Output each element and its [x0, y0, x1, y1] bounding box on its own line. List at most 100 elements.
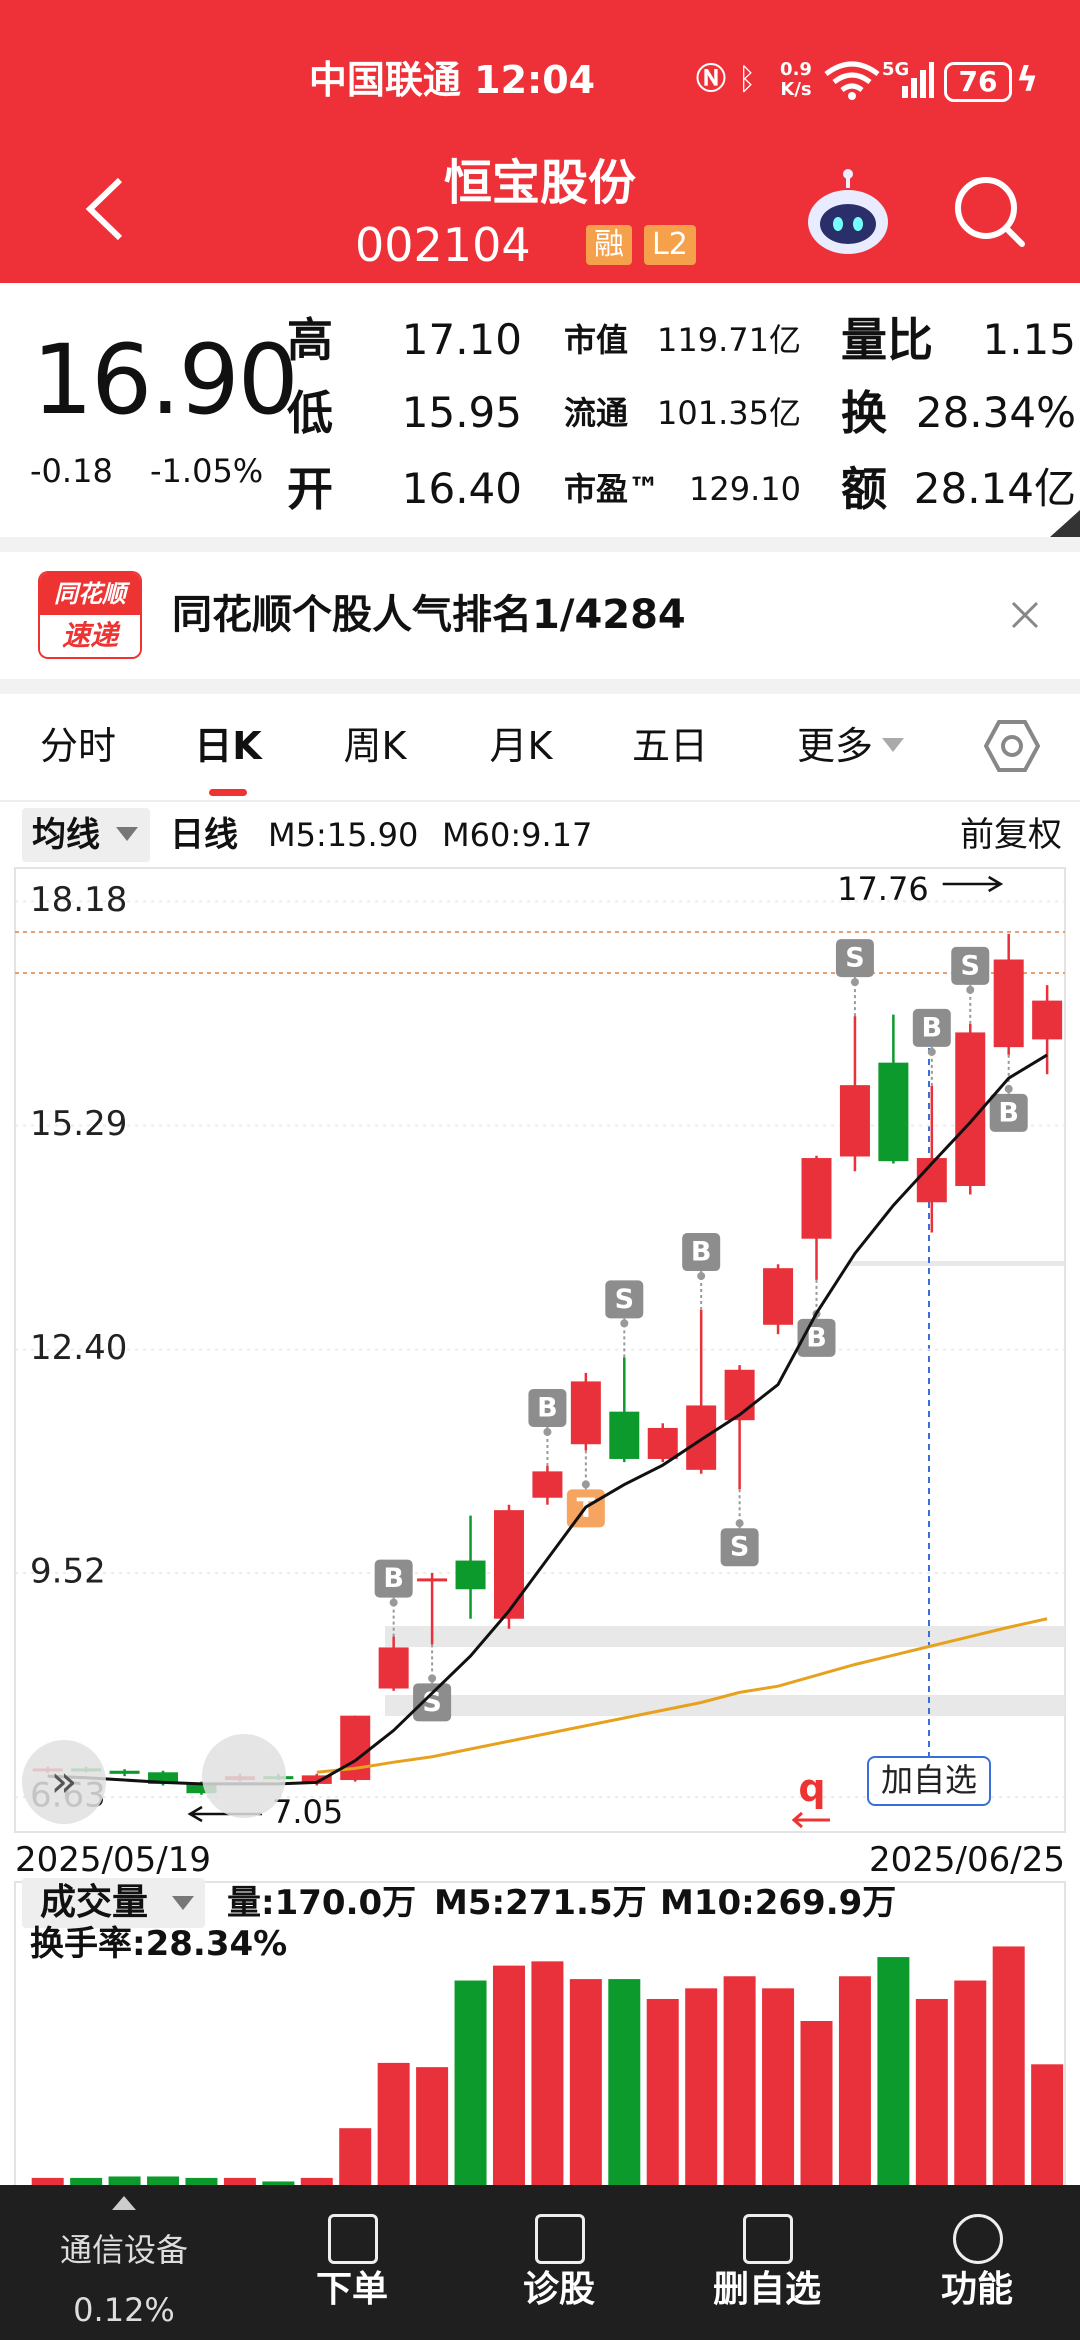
chip-band — [385, 1626, 1065, 1647]
volume-bar — [685, 1988, 718, 2185]
divider — [0, 537, 1080, 552]
quote-value: 17.10 — [401, 315, 522, 364]
sector-change[interactable]: 0.12% — [73, 2291, 175, 2329]
signal-dot — [927, 1047, 936, 1056]
max-label: 17.76 — [837, 870, 929, 908]
chip-band — [385, 1695, 1065, 1716]
signal-dot — [697, 1272, 706, 1281]
fullscreen-button[interactable] — [202, 1734, 286, 1818]
search-button[interactable] — [950, 172, 1030, 252]
signal-label: B — [691, 1237, 712, 1268]
logo-bottom: 速递 — [40, 615, 140, 657]
dropdown-arrow — [116, 827, 138, 841]
signal-label: B — [537, 1392, 558, 1423]
quote-value: 119.71亿 — [657, 321, 801, 359]
signal-label: S — [422, 1687, 441, 1718]
volume-title[interactable]: 成交量 — [40, 1882, 149, 1923]
signal-dot — [389, 1598, 398, 1607]
add-watch-box[interactable] — [867, 1756, 991, 1806]
tab[interactable]: 分时 — [39, 724, 117, 768]
ma60-line — [316, 1617, 1048, 1774]
nav-item[interactable]: 下单 — [315, 2269, 389, 2310]
candle-body — [1032, 1000, 1063, 1040]
quote-value: 28.34% — [915, 388, 1076, 437]
signal-dot — [1004, 1084, 1013, 1093]
settings-button[interactable] — [984, 718, 1040, 774]
nav-icon[interactable] — [535, 2214, 585, 2264]
candle-body — [378, 1647, 409, 1689]
badge: 融 — [586, 225, 632, 265]
nfc-icon: Ⓝ — [696, 62, 726, 97]
signal-dot — [428, 1674, 437, 1683]
signal-badge — [605, 1280, 644, 1319]
add-watch[interactable]: 加自选 — [880, 1761, 978, 1799]
price-change: -0.18 — [30, 452, 113, 490]
volume-bar — [569, 1979, 602, 2185]
volume-selector[interactable] — [22, 1878, 205, 1928]
turnover: 换手率:28.34% — [30, 1924, 288, 1964]
volume-bar — [31, 2177, 64, 2185]
signal-dot — [620, 1319, 629, 1328]
nav-item[interactable]: 功能 — [940, 2269, 1014, 2310]
signal-label: S — [615, 1284, 634, 1315]
tab[interactable]: 五日 — [631, 724, 709, 768]
banner-logo: 同花顺 速递 — [40, 573, 140, 657]
volume-stat: M10:269.9万 — [660, 1883, 897, 1923]
candle-body — [878, 1062, 909, 1162]
volume-bar — [838, 1976, 871, 2185]
volume-bar — [723, 1976, 756, 2185]
candle-body — [686, 1405, 717, 1470]
y-tick-label: 9.52 — [30, 1551, 106, 1591]
banner-close[interactable] — [1010, 600, 1040, 630]
assistant-button[interactable] — [800, 166, 896, 262]
signal-badge — [374, 1559, 413, 1598]
tab[interactable]: 月K — [489, 724, 553, 768]
nav-item[interactable]: 诊股 — [522, 2269, 596, 2310]
quote-label: 开 — [287, 462, 333, 516]
ma-value: M60:9.17 — [442, 816, 593, 854]
net-speed-value: 0.9 — [780, 59, 812, 80]
tab[interactable]: 更多 — [796, 724, 874, 768]
sector-name[interactable]: 通信设备 — [59, 2231, 189, 2269]
signal-dot — [543, 1427, 552, 1436]
charging-icon: ϟ — [1016, 60, 1039, 100]
nav-icon[interactable] — [328, 2214, 378, 2264]
stock-code: 002104 — [355, 218, 531, 272]
nav-icon[interactable] — [953, 2214, 1003, 2264]
last-price: 16.90 — [32, 324, 299, 436]
candle-body — [455, 1560, 486, 1590]
logo-top: 同花顺 — [40, 573, 140, 615]
badge: L2 — [644, 225, 696, 265]
quote-value: 1.15 — [982, 315, 1076, 364]
date-start: 2025/05/19 — [15, 1840, 211, 1880]
signal-label: B — [383, 1563, 404, 1594]
price-change-pct: -1.05% — [150, 452, 264, 490]
quote-label: 市盈™ — [564, 470, 661, 508]
ma-value: M5:15.90 — [268, 816, 419, 854]
quote-value: 28.14亿 — [913, 464, 1076, 513]
adjust-mode[interactable]: 前复权 — [960, 815, 1062, 855]
candle-body — [609, 1411, 640, 1459]
back-button[interactable] — [80, 176, 130, 242]
dropdown-arrow — [172, 1896, 194, 1910]
y-tick-label: 15.29 — [30, 1104, 127, 1144]
signal-badge — [413, 1683, 452, 1722]
tab[interactable]: 周K — [343, 724, 407, 768]
tab[interactable]: 日K — [194, 724, 262, 768]
banner-text[interactable]: 同花顺个股人气排名1/4284 — [172, 592, 686, 638]
signal-dot — [966, 985, 975, 994]
candle-body — [417, 1578, 448, 1582]
candle-body — [493, 1510, 524, 1619]
y-tick-label: 18.18 — [30, 880, 127, 920]
quote-value: 129.10 — [689, 470, 801, 508]
sector-arrow[interactable] — [112, 2196, 136, 2210]
nav-icon[interactable] — [743, 2214, 793, 2264]
chip-band — [850, 1261, 1065, 1266]
signal-icon — [902, 62, 934, 98]
ma-selector-label[interactable]: 均线 — [32, 815, 100, 855]
expand-button[interactable]: » — [22, 1740, 106, 1824]
quote-label: 额 — [841, 462, 887, 516]
network-type: 5G — [882, 59, 910, 80]
nav-item[interactable]: 删自选 — [712, 2269, 822, 2310]
bluetooth-icon: ᛒ — [738, 62, 756, 97]
